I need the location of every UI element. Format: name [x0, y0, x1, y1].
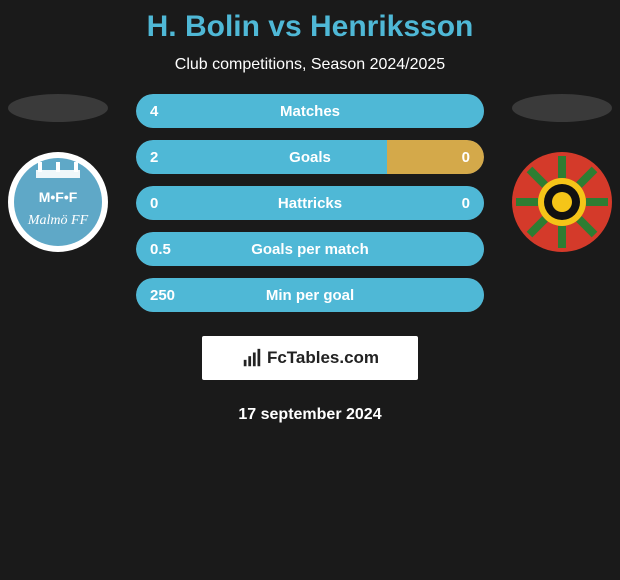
left-oval-shadow	[8, 94, 108, 122]
stats-column: 4 Matches 2 Goals 0 0 Hattricks 0	[136, 94, 484, 424]
stat-row: 250 Min per goal	[136, 278, 484, 312]
stat-label: Goals per match	[251, 241, 369, 258]
stat-value-left: 250	[150, 287, 175, 304]
svg-text:M•F•F: M•F•F	[39, 189, 78, 205]
stat-value-right: 0	[462, 195, 470, 212]
stat-value-left: 0.5	[150, 241, 171, 258]
gais-badge-icon	[512, 152, 612, 252]
stat-row: 4 Matches	[136, 94, 484, 128]
comparison-title: H. Bolin vs Henriksson	[0, 10, 620, 44]
main-comparison-area: M•F•F Malmö FF 4 Matches 2 Goals 0	[0, 94, 620, 424]
stat-value-right: 0	[462, 149, 470, 166]
chart-icon	[241, 347, 263, 369]
stat-value-left: 4	[150, 103, 158, 120]
stat-label: Matches	[280, 103, 340, 120]
malmo-badge-icon: M•F•F Malmö FF	[8, 152, 108, 252]
right-player-column	[504, 94, 620, 252]
stat-row: 0 Hattricks 0	[136, 186, 484, 220]
stat-row: 2 Goals 0	[136, 140, 484, 174]
stat-value-left: 0	[150, 195, 158, 212]
comparison-subtitle: Club competitions, Season 2024/2025	[0, 56, 620, 74]
stat-label: Min per goal	[266, 287, 354, 304]
comparison-date: 17 september 2024	[136, 406, 484, 424]
right-club-badge	[512, 152, 612, 252]
brand-logo-box[interactable]: FcTables.com	[202, 336, 418, 380]
stat-value-left: 2	[150, 149, 158, 166]
brand-text: FcTables.com	[267, 348, 379, 368]
stat-label: Hattricks	[278, 195, 342, 212]
left-player-column: M•F•F Malmö FF	[0, 94, 116, 252]
stat-label: Goals	[289, 149, 331, 166]
left-club-badge: M•F•F Malmö FF	[8, 152, 108, 252]
svg-text:Malmö FF: Malmö FF	[27, 213, 89, 228]
right-oval-shadow	[512, 94, 612, 122]
stat-row: 0.5 Goals per match	[136, 232, 484, 266]
stat-fill-left	[136, 140, 387, 174]
